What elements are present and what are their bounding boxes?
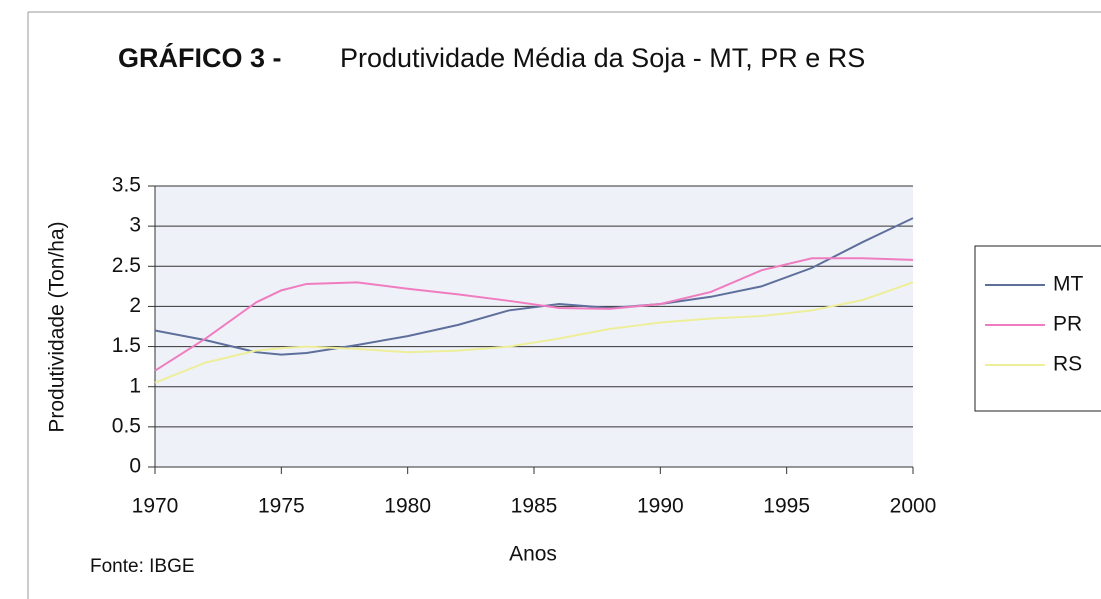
legend-label: PR [1053, 313, 1082, 336]
legend-label: MT [1053, 273, 1083, 296]
x-tick-label: 1980 [384, 495, 431, 518]
series-line [154, 257, 914, 372]
series-line [154, 281, 914, 384]
x-axis-label: Anos [509, 543, 557, 566]
x-tick-label: 1975 [258, 495, 305, 518]
x-tick-label: 1990 [637, 495, 684, 518]
x-tick-label: 1970 [132, 495, 179, 518]
y-tick-label: 3 [129, 214, 141, 237]
chart-subtitle: Produtividade Média da Soja - MT, PR e R… [340, 43, 865, 73]
y-tick-label: 2.5 [112, 254, 141, 277]
x-tick-label: 2000 [890, 495, 937, 518]
series-line [154, 217, 914, 356]
x-tick-label: 1985 [511, 495, 558, 518]
y-tick-label: 1.5 [112, 334, 141, 357]
legend-label: RS [1053, 353, 1082, 376]
chart-title: GRÁFICO 3 - [118, 42, 282, 73]
note: Fonte: IBGE [90, 556, 195, 577]
legend [974, 245, 1101, 412]
plot-area [155, 186, 913, 467]
y-tick-label: 0.5 [112, 414, 141, 437]
y-tick-label: 1 [129, 374, 141, 397]
y-tick-label: 2 [129, 294, 141, 317]
x-tick-label: 1995 [763, 495, 810, 518]
y-axis-label: Produtividade (Ton/ha) [46, 221, 69, 432]
y-tick-label: 0 [129, 455, 141, 478]
y-tick-label: 3.5 [112, 174, 141, 197]
